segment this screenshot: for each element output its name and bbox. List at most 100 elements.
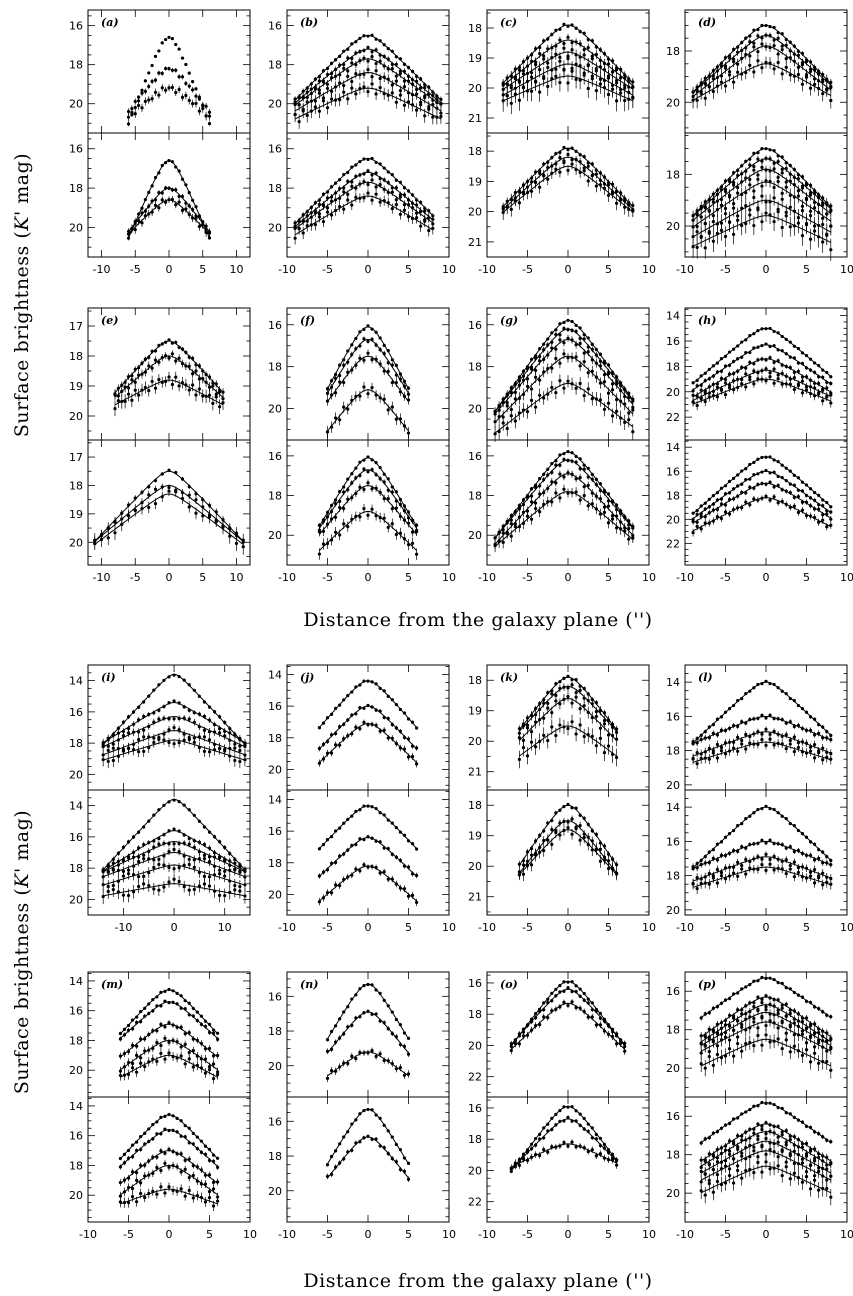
data-point: [744, 338, 748, 342]
data-point: [534, 501, 538, 505]
data-point: [410, 541, 415, 545]
data-point: [590, 477, 594, 481]
data-point: [740, 382, 744, 386]
x-tick-label: -10: [93, 571, 111, 584]
data-point: [736, 506, 740, 510]
data-point: [386, 180, 390, 185]
data-point: [752, 369, 756, 373]
data-point: [578, 29, 582, 34]
data-point: [736, 173, 740, 178]
data-point: [578, 42, 582, 46]
data-point: [623, 529, 627, 533]
data-point: [550, 32, 554, 37]
data-point: [358, 196, 362, 200]
data-point: [321, 219, 326, 224]
data-point: [133, 99, 137, 104]
data-point: [147, 190, 151, 195]
data-point: [748, 360, 752, 365]
data-point: [715, 385, 720, 389]
data-point: [293, 236, 297, 240]
data-point: [550, 385, 554, 390]
data-point: [160, 71, 164, 75]
data-point: [147, 694, 151, 698]
data-point: [610, 388, 615, 392]
data-point: [174, 42, 178, 47]
data-point: [517, 507, 522, 511]
data-point: [184, 364, 188, 368]
data-point: [582, 53, 586, 57]
data-point: [740, 469, 744, 473]
data-point: [764, 367, 768, 371]
data-point: [723, 179, 728, 183]
data-point: [707, 395, 711, 399]
data-point: [402, 394, 407, 398]
data-point: [780, 32, 784, 36]
data-point: [760, 377, 764, 381]
data-point: [719, 203, 724, 207]
data-point: [756, 498, 760, 502]
data-point: [354, 63, 358, 67]
data-point: [744, 366, 748, 370]
data-point: [784, 214, 788, 218]
data-point: [586, 483, 590, 488]
data-point: [390, 67, 394, 71]
data-point: [590, 472, 594, 477]
data-point: [772, 149, 776, 153]
data-point: [382, 75, 386, 79]
data-point: [378, 200, 382, 204]
data-point: [194, 205, 198, 209]
data-point: [695, 403, 699, 408]
data-point: [768, 25, 772, 29]
data-point: [542, 348, 546, 352]
data-point: [772, 220, 776, 224]
data-point: [772, 470, 776, 474]
data-point: [784, 364, 788, 369]
data-point: [529, 367, 534, 371]
y-tick-label: 20: [468, 529, 482, 542]
data-point: [574, 77, 578, 81]
y-tick-label: 16: [666, 335, 680, 348]
data-point: [513, 67, 517, 71]
data-point: [378, 39, 382, 43]
data-point: [740, 172, 744, 176]
data-point: [228, 534, 232, 538]
data-point: [133, 112, 137, 116]
data-point: [534, 356, 538, 360]
x-tick-label: 5: [405, 263, 412, 276]
data-point: [740, 506, 744, 510]
data-point: [813, 82, 817, 86]
data-point: [760, 23, 764, 28]
data-point: [184, 183, 188, 187]
x-tick-label: 0: [166, 571, 173, 584]
data-point: [707, 85, 711, 89]
data-point: [293, 113, 297, 117]
y-tick-label: 16: [268, 319, 282, 332]
data-point: [150, 366, 154, 370]
data-point: [293, 224, 297, 228]
data-point: [350, 368, 354, 372]
data-point: [309, 82, 313, 86]
data-point: [792, 44, 796, 48]
data-point: [554, 356, 558, 361]
data-point: [386, 477, 390, 481]
data-point: [776, 179, 780, 184]
data-point: [578, 78, 582, 82]
data-point: [398, 57, 402, 61]
y-tick-label: 18: [69, 59, 83, 72]
y-tick-label: 19: [69, 508, 83, 521]
data-point: [415, 216, 419, 220]
data-point: [197, 95, 201, 99]
data-point: [736, 357, 740, 361]
data-point: [521, 378, 526, 382]
data-point: [796, 72, 801, 77]
data-point: [796, 510, 801, 515]
data-point: [740, 192, 744, 197]
data-point: [180, 194, 185, 199]
data-point: [715, 507, 720, 511]
data-point: [501, 531, 505, 535]
data-point: [406, 386, 411, 390]
data-point: [695, 509, 699, 513]
data-point: [140, 106, 144, 110]
data-point: [764, 179, 768, 183]
